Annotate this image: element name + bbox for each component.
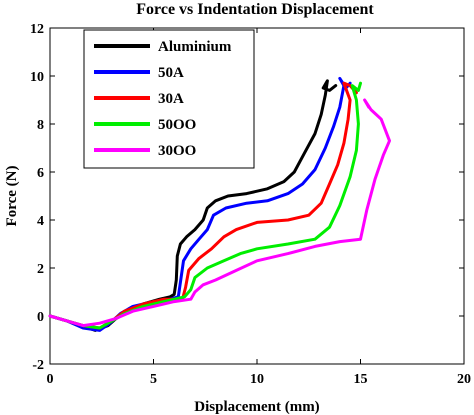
y-tick-label: 6 — [37, 166, 44, 181]
y-tick-label: 2 — [37, 262, 44, 277]
y-tick-label: 10 — [30, 70, 44, 85]
legend-entries: Aluminium 50A 30A 50OO 30OO — [94, 39, 232, 159]
y-tick-label: 0 — [37, 310, 44, 325]
y-tick-label: 4 — [37, 214, 44, 229]
x-tick-label: 0 — [47, 372, 54, 387]
legend-label-aluminium: Aluminium — [158, 39, 232, 55]
y-tick-label: 8 — [37, 118, 44, 133]
legend-label-50a: 50A — [158, 65, 184, 81]
x-tick-label: 5 — [150, 372, 157, 387]
legend-label-30a: 30A — [158, 91, 184, 107]
x-tick-label: 15 — [354, 372, 368, 387]
x-tick-label: 20 — [457, 372, 471, 387]
series-lines — [48, 76, 391, 332]
legend: Aluminium 50A 30A 50OO 30OO — [83, 29, 255, 169]
x-axis-label: Displacement (mm) — [194, 399, 319, 415]
y-axis-label: Force (N) — [4, 166, 20, 227]
series-line-30oo — [48, 98, 391, 328]
legend-label-30oo: 30OO — [158, 143, 196, 159]
y-tick-label: 12 — [30, 22, 44, 37]
x-tick-label: 10 — [250, 372, 264, 387]
legend-label-50oo: 50OO — [158, 117, 196, 133]
chart-title: Force vs Indentation Displacement — [136, 1, 374, 18]
y-tick-label: -2 — [32, 358, 44, 373]
